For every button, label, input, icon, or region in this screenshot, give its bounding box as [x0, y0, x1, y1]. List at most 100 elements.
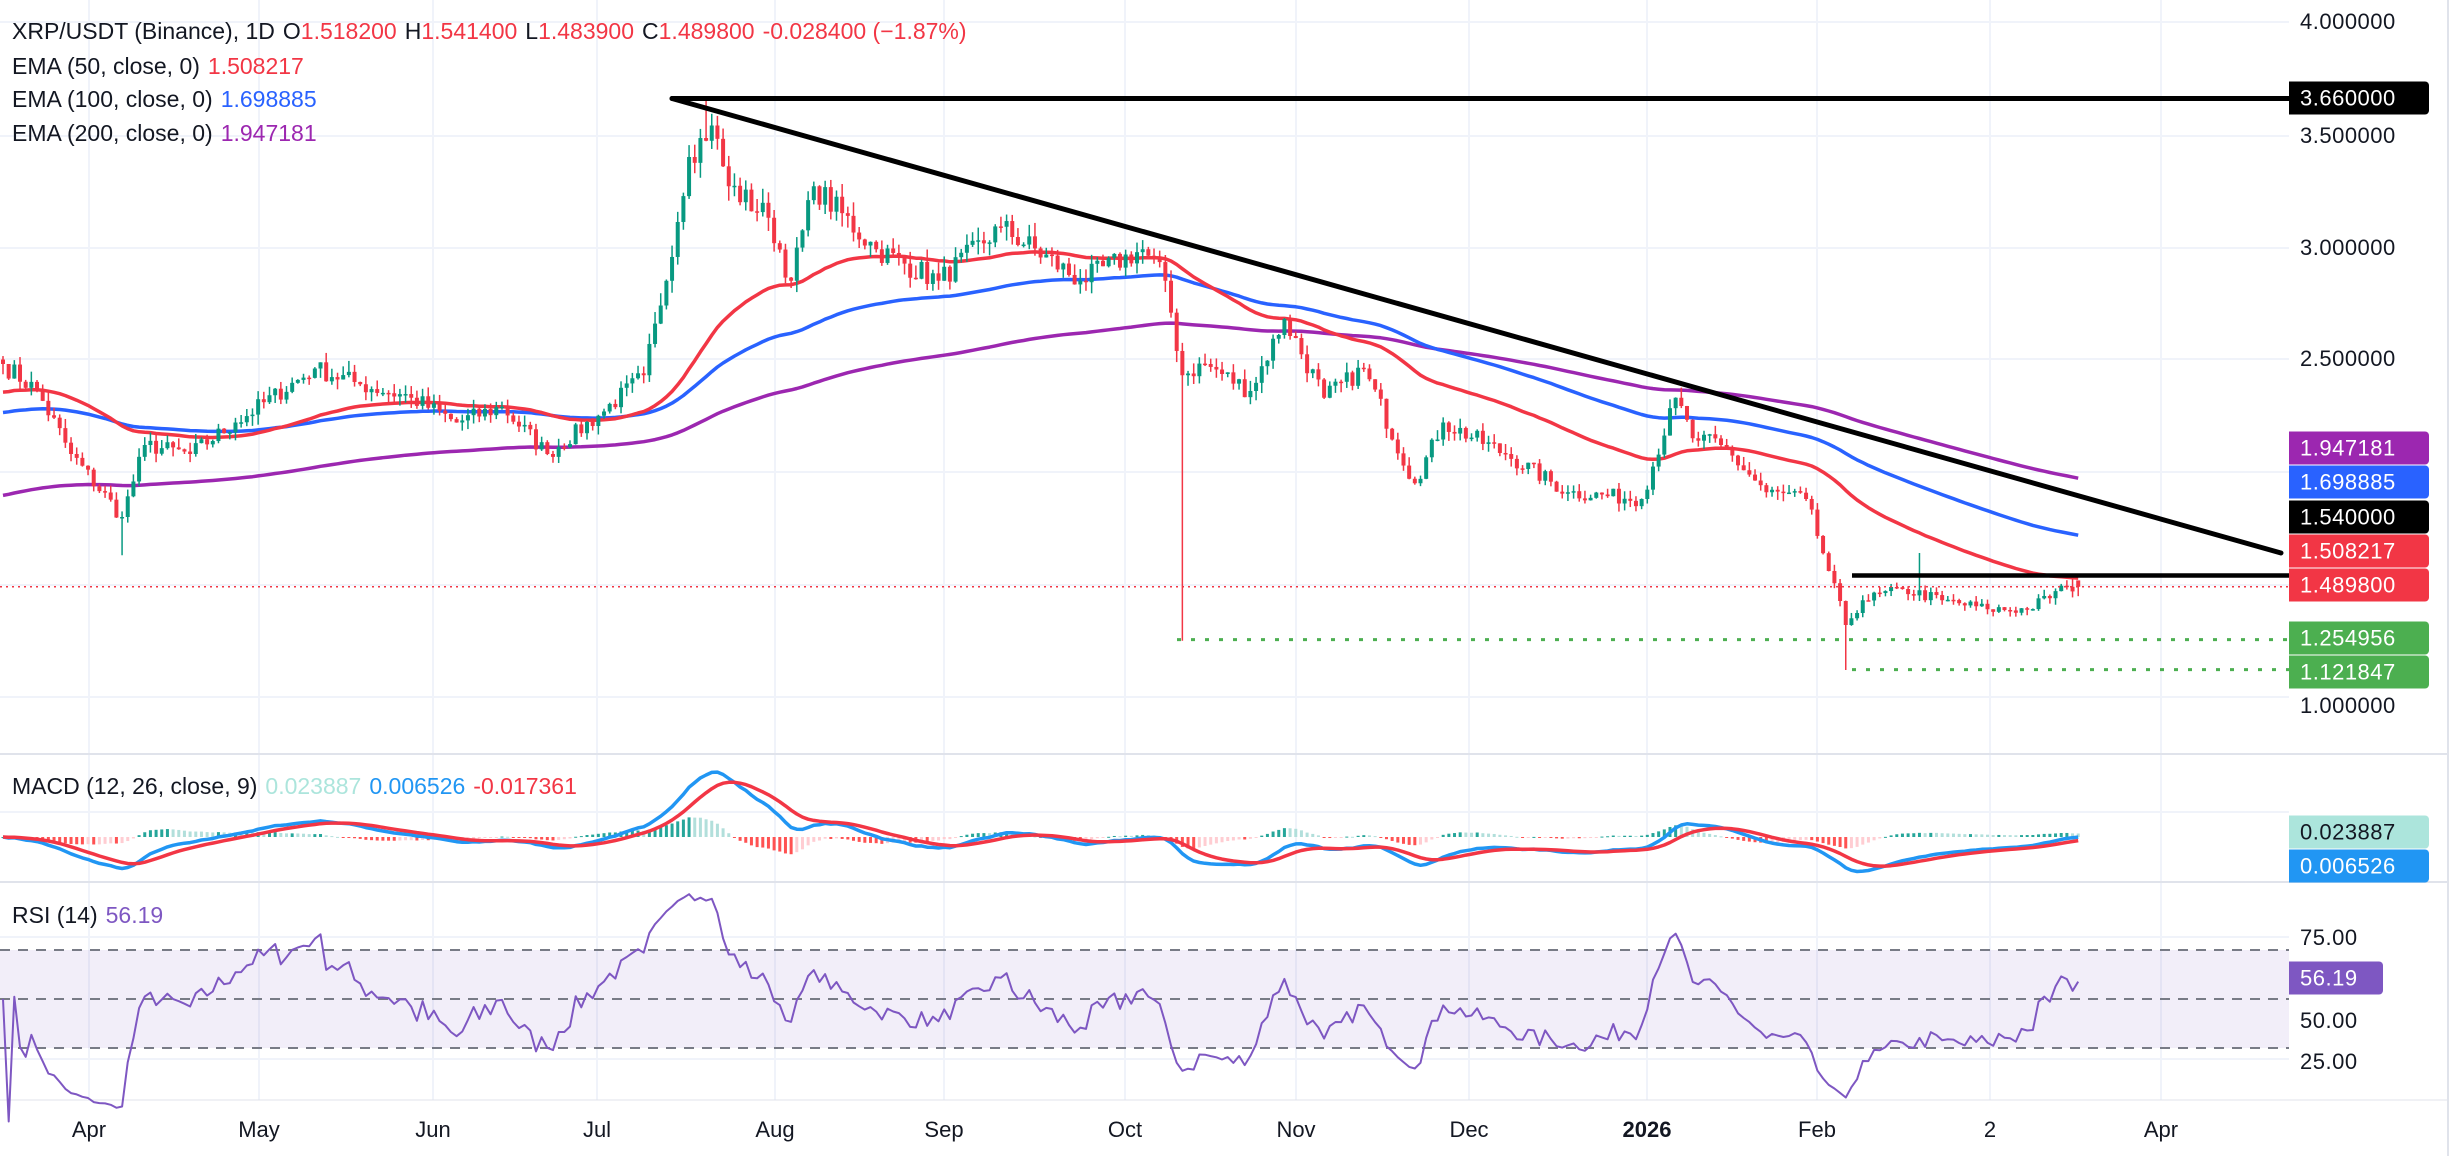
candle-body	[426, 396, 431, 408]
macd-histogram-bar	[681, 819, 685, 837]
candle-body	[1934, 592, 1939, 596]
candle-body	[636, 373, 641, 379]
macd-label: MACD (12, 26, close, 9)	[12, 773, 258, 799]
macd-histogram-bar	[1980, 834, 1984, 837]
candle-body	[1900, 587, 1905, 589]
candle-body	[874, 241, 879, 250]
macd-histogram-bar	[846, 837, 850, 840]
macd-histogram-bar	[52, 837, 56, 842]
macd-histogram-bar	[1917, 832, 1921, 837]
macd-histogram-bar	[483, 837, 487, 838]
candle-body	[562, 447, 567, 449]
candle-body	[1021, 244, 1026, 247]
candle-body	[1231, 372, 1236, 384]
candle-body	[267, 395, 272, 403]
candle-body	[516, 421, 521, 427]
rsi-line	[2, 893, 2080, 1123]
macd-histogram-bar	[1350, 836, 1354, 838]
macd-histogram-bar	[2031, 835, 2035, 837]
macd-histogram-bar	[290, 833, 294, 837]
macd-histogram-bar	[1951, 833, 1955, 837]
candle-body	[1395, 439, 1400, 454]
ema200-legend[interactable]: EMA (200, close, 0) 1.947181	[12, 120, 325, 147]
symbol-legend: XRP/USDT (Binance), 1D O1.518200 H1.541400…	[12, 18, 975, 45]
candle-body	[1514, 458, 1519, 469]
macd-histogram-bar	[1396, 837, 1400, 843]
macd-histogram-bar	[477, 837, 481, 839]
candle-body	[1015, 237, 1020, 245]
candle-body	[930, 273, 935, 284]
candle-body	[346, 371, 351, 376]
macd-histogram-bar	[1645, 834, 1649, 837]
candle-body	[1684, 406, 1689, 420]
macd-histogram-bar	[1419, 837, 1422, 845]
macd-histogram-bar	[1872, 837, 1876, 841]
macd-histogram-bar	[1129, 835, 1133, 837]
macd-histogram-bar	[817, 837, 821, 841]
macd-histogram-bar	[1033, 836, 1037, 838]
candle-body	[1180, 350, 1185, 376]
candle-body	[1152, 255, 1157, 259]
macd-legend[interactable]: MACD (12, 26, close, 9) 0.023887 0.006526-…	[12, 773, 585, 800]
candle-body	[1509, 454, 1514, 459]
macd-histogram-bar	[948, 837, 952, 840]
last-price-tag: 1.489800	[2289, 568, 2429, 602]
candle-body	[879, 249, 884, 263]
macd-histogram-bar	[1827, 837, 1831, 845]
macd-histogram-bar	[1316, 835, 1320, 837]
macd-histogram-bar	[1424, 837, 1428, 843]
candle-body	[1203, 363, 1208, 366]
macd-hist-value: 0.023887	[265, 773, 362, 799]
ema50-legend[interactable]: EMA (50, close, 0) 1.508217	[12, 53, 312, 80]
candle-body	[1004, 221, 1009, 227]
macd-histogram-bar	[721, 828, 725, 837]
macd-histogram-bar	[58, 837, 62, 843]
candle-body	[1344, 372, 1349, 382]
macd-histogram-bar	[1577, 837, 1581, 839]
macd-histogram-bar	[165, 829, 169, 837]
candle-body	[1010, 221, 1015, 238]
candle-body	[40, 391, 45, 401]
macd-histogram-bar	[1991, 835, 1995, 837]
high-value: 1.541400	[421, 18, 518, 44]
candle-body	[363, 384, 368, 393]
macd-histogram-bar	[1623, 835, 1627, 837]
macd-signal-line	[2, 780, 2079, 868]
candle-body	[1299, 338, 1304, 355]
candle-body	[2030, 609, 2035, 611]
candle-body	[1288, 319, 1293, 336]
candle-body	[1611, 488, 1616, 497]
candle-body	[913, 277, 918, 280]
candle-body	[1282, 319, 1287, 335]
macd-histogram-bar	[1481, 833, 1485, 837]
rsi-legend[interactable]: RSI (14) 56.19	[12, 902, 171, 929]
macd-histogram-bar	[591, 834, 595, 837]
candle-body	[125, 496, 130, 517]
candle-body	[199, 439, 204, 444]
candle-body	[1962, 603, 1967, 606]
macd-histogram-bar	[1844, 837, 1848, 849]
candle-body	[210, 441, 215, 445]
macd-histogram-bar	[1441, 834, 1445, 837]
candle-body	[1696, 438, 1701, 441]
candle-body	[1480, 430, 1485, 444]
time-tick: Nov	[1276, 1117, 1316, 1142]
macd-histogram-bar	[670, 823, 674, 837]
macd-hist-tag: 0.023887	[2289, 815, 2429, 849]
macd-histogram-bar	[789, 837, 793, 855]
candle-body	[108, 492, 113, 500]
drawings[interactable]	[0, 96, 2292, 672]
candle-body	[1599, 492, 1604, 495]
macd-histogram-bar	[1095, 837, 1099, 839]
macd-histogram-bar	[1883, 836, 1887, 838]
macd-histogram-bar	[1367, 835, 1371, 837]
macd-histogram-bar	[727, 833, 731, 837]
ema100-legend[interactable]: EMA (100, close, 0) 1.698885	[12, 86, 325, 113]
candle-body	[902, 255, 907, 264]
macd-histogram-bar	[1231, 837, 1235, 841]
candle-body	[590, 422, 595, 426]
close-label: C	[642, 18, 659, 44]
macd-histogram-bar	[528, 837, 532, 839]
macd-histogram-bar	[1878, 837, 1882, 839]
